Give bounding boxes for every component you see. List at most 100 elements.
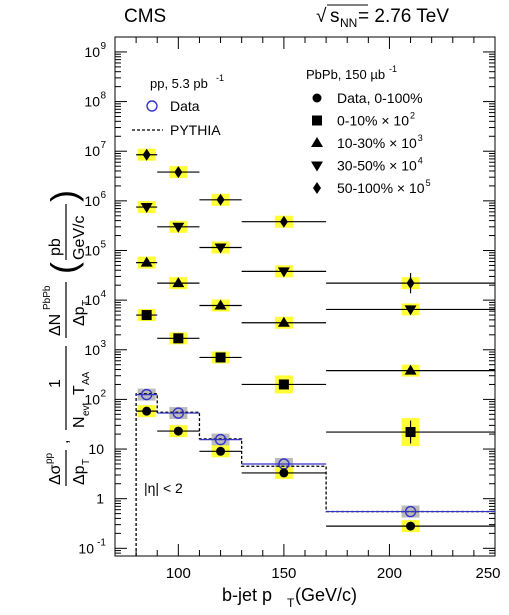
plot-frame [114,36,496,557]
y-tick-label-exp: 4 [100,289,106,300]
x-axis-title-sub: T [287,596,295,610]
y-tick-label-exp: 8 [100,91,106,102]
energy-value: = 2.76 TeV [358,6,449,27]
y-tick-label-exp: 9 [100,41,106,52]
ylabel-t: T [71,385,88,395]
data-point [142,148,151,161]
data-point [172,407,185,419]
data-point [174,166,183,179]
y-tick-label-exp: 2 [100,388,106,399]
x-tick-label: 250 [475,565,500,582]
data-point [216,446,226,456]
data-point [404,364,417,375]
data-point [141,310,152,321]
y-tick-label-base: 10 [84,391,100,407]
data-point [142,406,152,416]
ylabel-pb: pb [47,238,64,256]
y-tick-label-exp: 5 [100,239,106,250]
y-tick-label-exp: -1 [97,537,106,548]
data-point [278,379,289,390]
pp-legend-pythia-label: PYTHIA [170,122,221,138]
energy-label: √ s NN = 2.76 TeV [316,4,449,30]
ylabel-n-sub: evt [81,402,92,416]
data-point [140,388,153,401]
data-point [406,521,416,531]
pbpb-legend-title: PbPb, 150 µb [306,67,385,82]
ylabel-n: N [71,416,88,428]
pbpb-legend-label-sup: 5 [426,178,431,188]
pp-legend: pp, 5.3 pb -1 Data PYTHIA [132,73,224,138]
ylabel-ds: Δσ [47,464,64,485]
data-point [214,243,227,254]
pp-legend-data-label: Data [170,98,200,114]
y-tick-label-exp: 7 [100,140,106,151]
ylabel-gevc: GeV/c [71,216,88,260]
energy-s: s [330,6,340,27]
y-tick-label-base: 10 [84,342,100,358]
pbpb-legend-marker [311,161,323,172]
y-tick-label-base: 10 [84,193,100,209]
data-point [279,215,288,228]
pbpb-legend-label-sup: 3 [418,133,423,143]
data-point [215,352,226,363]
ylabel-dn: ΔN [47,314,64,336]
energy-sqrt: √ [316,6,327,27]
chart-marks [135,148,495,556]
pbpb-legend-marker [312,115,322,126]
axis-ticks [115,36,496,557]
data-point [406,277,415,290]
y-tick-label: 1 [96,491,104,507]
pythia-histogram [135,393,495,556]
energy-sub: NN [340,16,357,30]
pbpb-legend-marker [313,182,321,194]
data-point [277,316,290,327]
experiment-label: CMS [124,6,166,27]
pbpb-legend: PbPb, 150 µb -1 Data, 0-100% 0-10% × 10 2 1… [306,64,431,196]
data-point [172,277,185,288]
ylabel-t-sub: AA [81,371,92,385]
pbpb-legend-label-sup: 4 [418,156,423,166]
pbpb-legend-marker [311,137,323,147]
ylabel-paren-right: ) [43,190,84,202]
data-point [140,256,153,267]
pbpb-legend-label: Data, 0-100% [337,90,423,106]
pp-legend-title: pp, 5.3 pb [150,76,208,91]
data-point [173,426,183,436]
ylabel-paren-left: ( [43,262,84,274]
data-point [277,267,290,278]
y-tick-label-base: 10 [84,44,100,60]
x-tick-label: 200 [377,565,402,582]
y-tick-label: 10 [88,441,104,457]
ylabel-ds-sup: pp [44,452,55,464]
x-axis-title-main: b-jet p [222,585,272,605]
y-tick-label-base: 10 [84,292,100,308]
eta-label: |η| < 2 [144,480,183,496]
pbpb-legend-label-sup: 2 [410,111,415,121]
y-tick-label-base: 10 [84,94,100,110]
ylabel-dpt2: Δp [71,306,88,326]
x-axis-title: b-jet p T (GeV/c) [222,585,357,610]
pp-legend-title-sup: -1 [216,73,224,83]
ylabel-one: 1 [47,379,64,388]
x-tick-label: 100 [166,565,191,582]
data-point [172,222,185,233]
y-tick-label-exp: 6 [100,190,106,201]
ylabel-dpt2-sub: T [81,300,92,306]
pbpb-legend-marker [312,93,322,103]
data-point [404,305,417,316]
data-point [214,299,227,310]
y-tick-label-base: 10 [84,242,100,258]
x-tick-labels: 100 150 200 250 [166,565,501,582]
pbpb-legend-label: 50-100% × 10 [337,180,425,196]
pp-legend-data-marker [146,100,158,112]
data-point [140,203,153,214]
data-point [216,193,225,206]
data-point [214,433,227,446]
ylabel-comma: , [55,440,72,444]
x-axis-title-unit: (GeV/c) [295,585,357,605]
y-axis-title: Δσ pp Δp T , 1 N evt T AA ΔN PbPb Δp T (… [42,190,92,486]
data-point [279,468,289,478]
data-point [404,505,417,518]
